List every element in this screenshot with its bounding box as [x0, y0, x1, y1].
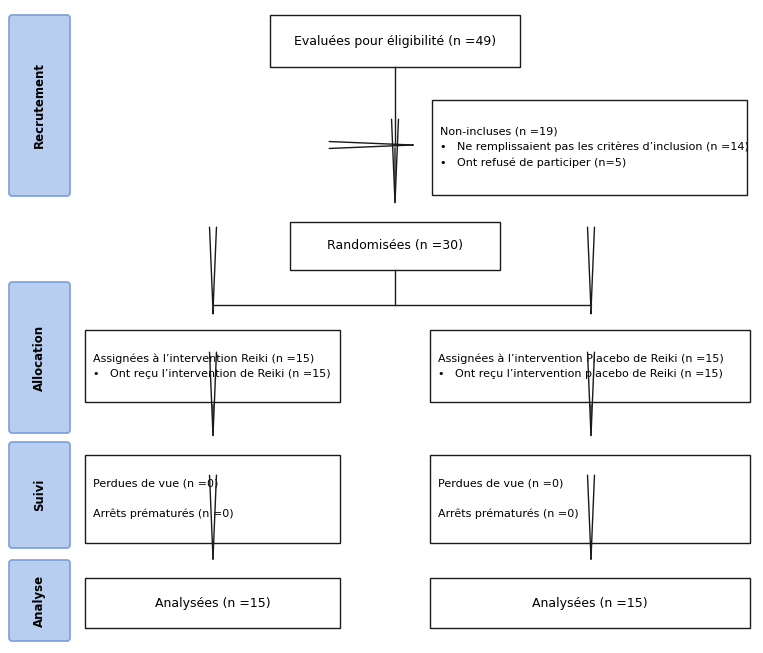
FancyBboxPatch shape	[290, 222, 500, 270]
Text: Evaluées pour éligibilité (n =49): Evaluées pour éligibilité (n =49)	[294, 35, 496, 48]
Text: Assignées à l’intervention Placebo de Reiki (n =15)
•   Ont reçu l’intervention : Assignées à l’intervention Placebo de Re…	[438, 353, 724, 379]
FancyBboxPatch shape	[430, 455, 750, 543]
Text: Non-incluses (n =19)
•   Ne remplissaient pas les critères d’inclusion (n =14)
•: Non-incluses (n =19) • Ne remplissaient …	[440, 127, 749, 168]
FancyBboxPatch shape	[9, 15, 70, 196]
FancyBboxPatch shape	[9, 560, 70, 641]
Text: Assignées à l’intervention Reiki (n =15)
•   Ont reçu l’intervention de Reiki (n: Assignées à l’intervention Reiki (n =15)…	[93, 353, 330, 379]
Text: Analysées (n =15): Analysées (n =15)	[532, 596, 648, 609]
FancyBboxPatch shape	[430, 330, 750, 402]
FancyBboxPatch shape	[9, 442, 70, 548]
FancyBboxPatch shape	[85, 455, 340, 543]
Text: Allocation: Allocation	[33, 325, 46, 390]
Text: Analyse: Analyse	[33, 575, 46, 627]
FancyBboxPatch shape	[85, 330, 340, 402]
Text: Perdues de vue (n =0)

Arrêts prématurés (n =0): Perdues de vue (n =0) Arrêts prématurés …	[93, 479, 233, 519]
FancyBboxPatch shape	[85, 578, 340, 628]
Text: Analysées (n =15): Analysées (n =15)	[155, 596, 270, 609]
FancyBboxPatch shape	[9, 282, 70, 433]
FancyBboxPatch shape	[430, 578, 750, 628]
Text: Perdues de vue (n =0)

Arrêts prématurés (n =0): Perdues de vue (n =0) Arrêts prématurés …	[438, 479, 578, 519]
Text: Randomisées (n =30): Randomisées (n =30)	[327, 240, 463, 253]
Text: Suivi: Suivi	[33, 479, 46, 511]
FancyBboxPatch shape	[432, 100, 747, 195]
Text: Recrutement: Recrutement	[33, 63, 46, 148]
FancyBboxPatch shape	[270, 15, 520, 67]
